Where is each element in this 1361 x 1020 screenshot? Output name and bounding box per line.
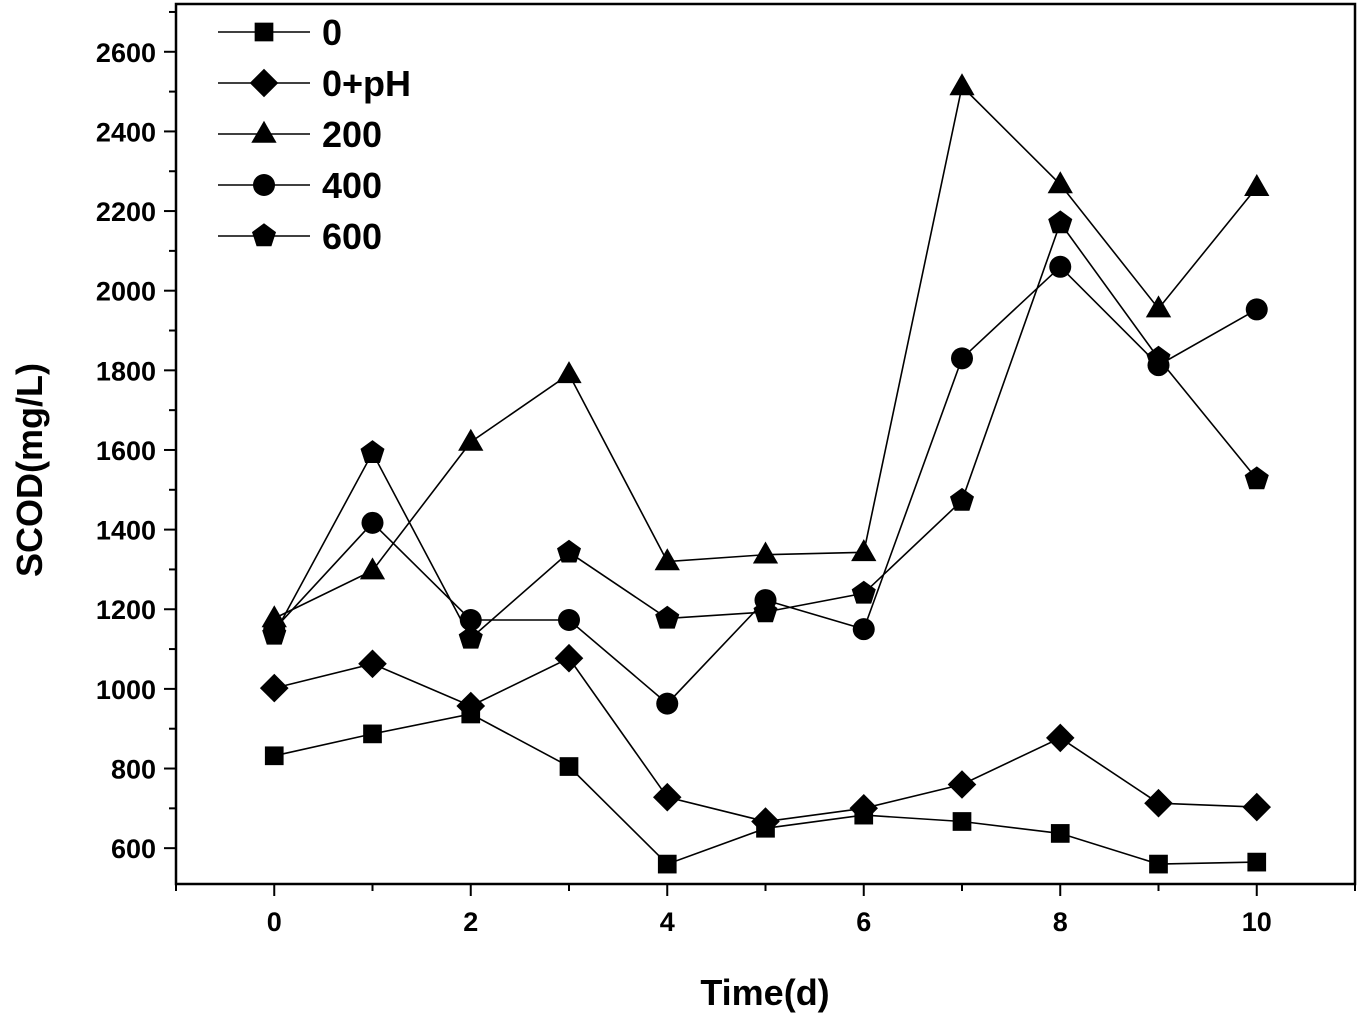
data-point (360, 440, 385, 463)
series-2 (261, 73, 1270, 628)
data-point (1247, 852, 1267, 872)
legend-marker (252, 223, 276, 247)
data-point (557, 539, 581, 563)
legend-label: 0+pH (322, 63, 411, 104)
x-tick-label: 6 (856, 907, 871, 937)
x-tick-label: 4 (660, 907, 675, 937)
legend-item: 600 (218, 216, 382, 257)
legend-item: 0 (218, 12, 342, 53)
series-3 (263, 255, 1268, 715)
legend-marker (249, 68, 279, 98)
legend: 0 0+pH 200 400 600 (218, 12, 411, 257)
data-point (852, 618, 875, 641)
data-point (1145, 295, 1172, 318)
data-point (653, 782, 682, 812)
data-point (559, 757, 579, 776)
legend-label: 200 (322, 114, 382, 155)
data-point (851, 580, 876, 604)
data-point (654, 548, 680, 571)
data-point (554, 643, 584, 673)
data-point (1244, 466, 1269, 490)
data-point (851, 539, 877, 562)
data-point (558, 609, 580, 631)
data-point (1146, 345, 1171, 369)
data-point (259, 673, 289, 703)
axes: 0 2 4 6 8 10600800100012001400160018002000220… (96, 10, 1356, 937)
data-point (262, 621, 287, 645)
legend-marker (251, 120, 277, 143)
x-tick-label: 8 (1053, 907, 1068, 937)
data-point (752, 541, 779, 564)
legend-label: 600 (322, 216, 382, 257)
data-point (753, 599, 778, 623)
data-point (949, 73, 975, 96)
data-point (359, 557, 386, 580)
y-tick-label: 1800 (96, 356, 156, 386)
legend-marker (254, 22, 274, 42)
data-point (1050, 824, 1070, 843)
x-tick-label: 10 (1242, 907, 1272, 937)
data-point (264, 746, 284, 766)
y-tick-label: 600 (111, 834, 156, 864)
series-line (273, 84, 1258, 620)
data-point (952, 812, 972, 831)
data-point (657, 854, 677, 874)
y-tick-label: 1200 (96, 595, 156, 625)
data-point (951, 347, 973, 370)
data-point (361, 511, 384, 534)
data-point (849, 794, 878, 823)
y-tick-label: 1000 (96, 675, 156, 705)
data-point (950, 487, 974, 511)
data-point (751, 807, 780, 836)
data-point (1242, 792, 1271, 822)
legend-label: 400 (322, 165, 382, 206)
x-tick-label: 2 (463, 907, 478, 937)
data-point (655, 605, 680, 629)
data-point (1049, 255, 1072, 278)
legend-marker (253, 174, 275, 196)
series-1 (259, 643, 1271, 836)
legend-item: 200 (218, 114, 382, 155)
data-point (1245, 298, 1268, 321)
data-point (1244, 174, 1270, 196)
legend-item: 400 (218, 165, 382, 206)
data-point (458, 428, 484, 451)
data-point (556, 361, 582, 384)
data-point (1047, 171, 1073, 194)
x-axis-title: Time(d) (700, 972, 829, 1013)
legend-label: 0 (322, 12, 342, 53)
y-tick-label: 2200 (96, 197, 156, 227)
series-line (274, 657, 1257, 823)
data-point (458, 625, 483, 649)
data-point (1149, 854, 1168, 874)
y-tick-label: 800 (111, 755, 156, 785)
data-point (456, 691, 486, 721)
series-4 (262, 210, 1269, 649)
y-tick-label: 2600 (96, 38, 156, 68)
data-point (1048, 210, 1073, 234)
y-tick-label: 2000 (96, 277, 156, 307)
data-point (1144, 788, 1173, 818)
data-point (947, 770, 977, 799)
y-tick-label: 1400 (96, 516, 156, 546)
series-line (273, 221, 1258, 640)
data-point (363, 724, 382, 744)
series-line (273, 265, 1258, 705)
series-layer (259, 73, 1271, 874)
data-point (1046, 723, 1075, 753)
data-point (656, 692, 679, 715)
y-tick-label: 2400 (96, 117, 156, 147)
data-point (459, 609, 482, 631)
series-0 (264, 704, 1267, 874)
y-axis-title: SCOD(mg/L) (9, 363, 50, 577)
legend-item: 0+pH (218, 63, 411, 104)
y-tick-label: 1600 (96, 436, 156, 466)
x-tick-label: 0 (267, 907, 282, 937)
data-point (358, 649, 387, 679)
series-line (274, 713, 1257, 866)
